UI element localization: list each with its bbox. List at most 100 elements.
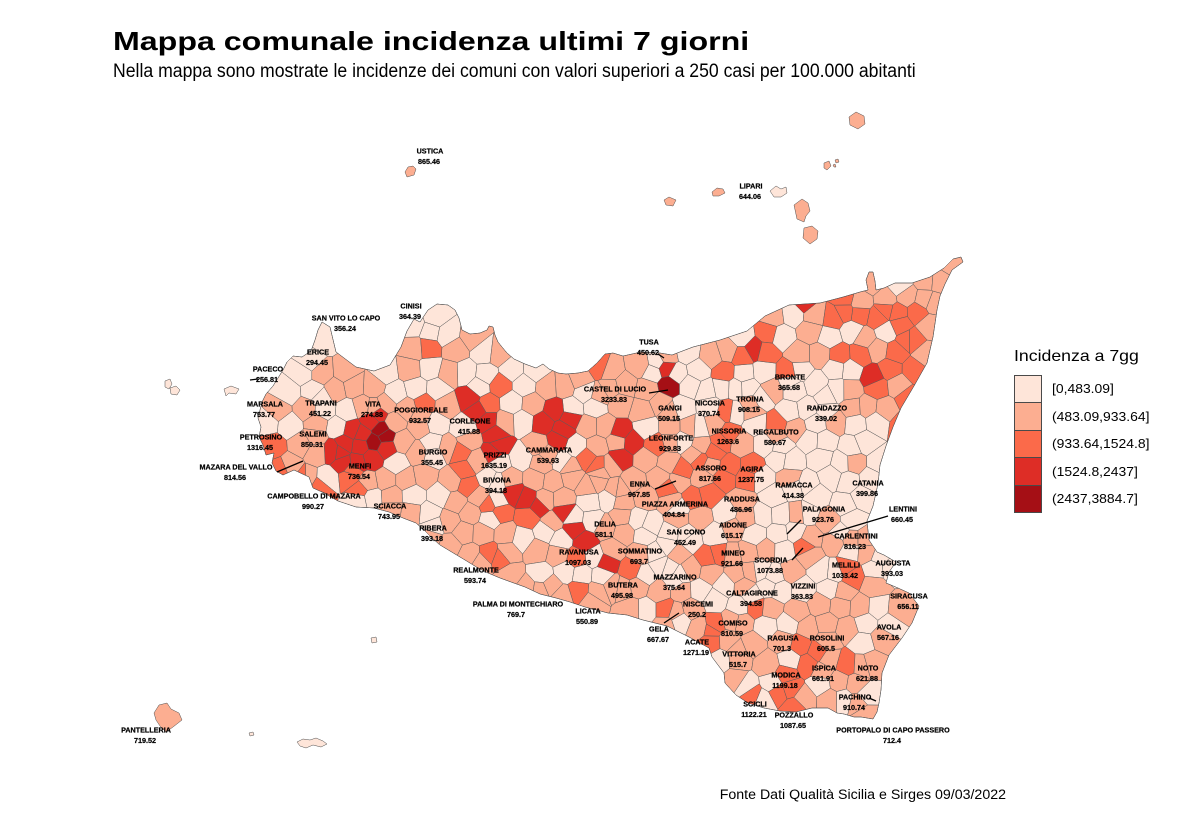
svg-text:REALMONTE: REALMONTE bbox=[453, 566, 499, 575]
svg-text:814.56: 814.56 bbox=[224, 473, 246, 482]
svg-text:1635.19: 1635.19 bbox=[481, 461, 507, 470]
svg-text:404.84: 404.84 bbox=[663, 510, 685, 519]
svg-text:816.23: 816.23 bbox=[844, 542, 866, 551]
svg-text:1087.65: 1087.65 bbox=[780, 721, 806, 730]
svg-text:VIZZINI: VIZZINI bbox=[791, 582, 816, 591]
svg-text:256.81: 256.81 bbox=[256, 375, 278, 384]
svg-text:TUSA: TUSA bbox=[639, 338, 659, 347]
svg-text:515.7: 515.7 bbox=[729, 660, 747, 669]
svg-text:ROSOLINI: ROSOLINI bbox=[810, 634, 845, 643]
svg-text:CORLEONE: CORLEONE bbox=[450, 417, 491, 426]
svg-text:MARSALA: MARSALA bbox=[247, 400, 283, 409]
svg-text:810.59: 810.59 bbox=[721, 629, 743, 638]
svg-text:908.15: 908.15 bbox=[738, 405, 760, 414]
svg-text:644.06: 644.06 bbox=[739, 192, 761, 201]
svg-text:TRAPANI: TRAPANI bbox=[305, 399, 336, 408]
svg-text:550.89: 550.89 bbox=[576, 617, 598, 626]
svg-text:MAZARA DEL VALLO: MAZARA DEL VALLO bbox=[200, 463, 273, 472]
svg-text:921.66: 921.66 bbox=[721, 559, 743, 568]
svg-text:SIRACUSA: SIRACUSA bbox=[890, 592, 928, 601]
svg-text:294.45: 294.45 bbox=[306, 358, 328, 367]
svg-text:RAGUSA: RAGUSA bbox=[767, 634, 798, 643]
svg-text:394.58: 394.58 bbox=[740, 599, 762, 608]
svg-text:AGIRA: AGIRA bbox=[740, 465, 763, 474]
svg-text:929.83: 929.83 bbox=[659, 444, 681, 453]
svg-text:POZZALLO: POZZALLO bbox=[775, 711, 814, 720]
svg-text:452.49: 452.49 bbox=[674, 538, 696, 547]
svg-text:COMISO: COMISO bbox=[718, 619, 748, 628]
svg-text:ASSORO: ASSORO bbox=[695, 464, 727, 473]
svg-text:BIVONA: BIVONA bbox=[483, 476, 511, 485]
svg-text:495.98: 495.98 bbox=[611, 591, 633, 600]
svg-text:769.7: 769.7 bbox=[507, 610, 525, 619]
svg-text:393.18: 393.18 bbox=[421, 534, 443, 543]
svg-text:RIBERA: RIBERA bbox=[419, 524, 447, 533]
svg-text:486.96: 486.96 bbox=[730, 505, 752, 514]
svg-text:621.88: 621.88 bbox=[856, 674, 878, 683]
svg-text:ACATE: ACATE bbox=[685, 638, 709, 647]
svg-text:GANGI: GANGI bbox=[658, 404, 682, 413]
svg-text:656.11: 656.11 bbox=[897, 602, 919, 611]
svg-text:850.31: 850.31 bbox=[301, 440, 323, 449]
svg-text:1097.03: 1097.03 bbox=[565, 558, 591, 567]
svg-text:339.02: 339.02 bbox=[815, 414, 837, 423]
svg-text:BRONTE: BRONTE bbox=[775, 373, 806, 382]
svg-text:AVOLA: AVOLA bbox=[877, 623, 902, 632]
svg-text:CASTEL DI LUCIO: CASTEL DI LUCIO bbox=[584, 385, 647, 394]
svg-text:MELILLI: MELILLI bbox=[832, 561, 860, 570]
svg-text:356.24: 356.24 bbox=[334, 324, 356, 333]
svg-text:RAMACCA: RAMACCA bbox=[775, 481, 812, 490]
svg-text:701.3: 701.3 bbox=[773, 644, 791, 653]
svg-text:567.16: 567.16 bbox=[877, 633, 899, 642]
svg-text:274.88: 274.88 bbox=[361, 410, 383, 419]
svg-text:CARLENTINI: CARLENTINI bbox=[834, 532, 878, 541]
svg-text:712.4: 712.4 bbox=[883, 736, 901, 745]
svg-text:NOTO: NOTO bbox=[858, 664, 879, 673]
svg-text:CAMPOBELLO DI MAZARA: CAMPOBELLO DI MAZARA bbox=[267, 492, 360, 501]
svg-text:1237.75: 1237.75 bbox=[738, 475, 764, 484]
svg-text:ISPICA: ISPICA bbox=[812, 664, 836, 673]
svg-text:SAN VITO LO CAPO: SAN VITO LO CAPO bbox=[312, 314, 381, 323]
svg-text:POGGIOREALE: POGGIOREALE bbox=[394, 406, 448, 415]
svg-text:RANDAZZO: RANDAZZO bbox=[807, 404, 848, 413]
svg-text:AIDONE: AIDONE bbox=[719, 521, 747, 530]
svg-text:967.85: 967.85 bbox=[628, 490, 650, 499]
svg-text:PORTOPALO DI CAPO PASSERO: PORTOPALO DI CAPO PASSERO bbox=[836, 726, 950, 735]
svg-text:581.1: 581.1 bbox=[595, 530, 613, 539]
svg-text:SCORDIA: SCORDIA bbox=[754, 556, 787, 565]
svg-text:BURGIO: BURGIO bbox=[419, 448, 448, 457]
svg-text:667.67: 667.67 bbox=[647, 635, 669, 644]
svg-text:PALMA DI MONTECHIARO: PALMA DI MONTECHIARO bbox=[473, 600, 564, 609]
svg-text:SCICLI: SCICLI bbox=[743, 700, 767, 709]
svg-text:PRIZZI: PRIZZI bbox=[484, 451, 507, 460]
svg-text:TROINA: TROINA bbox=[736, 395, 764, 404]
svg-text:370.74: 370.74 bbox=[698, 409, 720, 418]
svg-text:SOMMATINO: SOMMATINO bbox=[618, 547, 663, 556]
svg-text:BUTERA: BUTERA bbox=[608, 581, 638, 590]
svg-text:1271.19: 1271.19 bbox=[683, 648, 709, 657]
svg-text:580.67: 580.67 bbox=[764, 438, 786, 447]
svg-text:NICOSIA: NICOSIA bbox=[695, 399, 725, 408]
svg-text:PACHINO: PACHINO bbox=[839, 693, 872, 702]
svg-text:509.15: 509.15 bbox=[658, 414, 680, 423]
svg-text:394.18: 394.18 bbox=[485, 486, 507, 495]
svg-text:SAN CONO: SAN CONO bbox=[667, 528, 706, 537]
svg-text:250.2: 250.2 bbox=[688, 610, 706, 619]
svg-text:RADDUSA: RADDUSA bbox=[724, 495, 760, 504]
svg-text:MODICA: MODICA bbox=[771, 671, 800, 680]
svg-text:USTICA: USTICA bbox=[417, 147, 444, 156]
svg-text:PETROSINO: PETROSINO bbox=[240, 433, 283, 442]
svg-text:661.91: 661.91 bbox=[812, 674, 834, 683]
svg-text:PIAZZA ARMERINA: PIAZZA ARMERINA bbox=[642, 500, 708, 509]
svg-text:693.7: 693.7 bbox=[630, 557, 648, 566]
svg-text:3233.83: 3233.83 bbox=[601, 395, 627, 404]
svg-text:NISSORIA: NISSORIA bbox=[712, 427, 747, 436]
svg-text:1316.45: 1316.45 bbox=[247, 443, 273, 452]
svg-text:1073.88: 1073.88 bbox=[757, 566, 783, 575]
svg-text:MINEO: MINEO bbox=[721, 549, 745, 558]
svg-text:ENNA: ENNA bbox=[630, 480, 650, 489]
svg-text:CINISI: CINISI bbox=[400, 302, 421, 311]
svg-text:719.52: 719.52 bbox=[134, 736, 156, 745]
svg-text:660.45: 660.45 bbox=[891, 515, 913, 524]
svg-text:NISCEMI: NISCEMI bbox=[683, 600, 713, 609]
